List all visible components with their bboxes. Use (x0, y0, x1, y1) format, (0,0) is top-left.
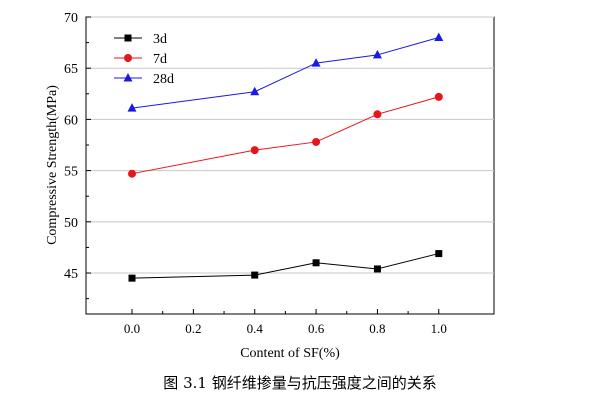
data-point (311, 58, 321, 67)
grid-lines (86, 16, 494, 274)
figure-caption: 图 3.1 钢纤维掺量与抗压强度之间的关系 (163, 374, 437, 392)
y-tick-label: 45 (64, 267, 78, 282)
x-tick-label: 0.6 (308, 321, 325, 336)
data-point (434, 92, 443, 101)
y-tick-label: 65 (64, 62, 78, 77)
plot-frame (85, 16, 495, 315)
series-3d (128, 250, 443, 282)
y-tick-label: 60 (64, 113, 78, 128)
y-tick-label: 50 (64, 216, 78, 231)
data-point (373, 265, 381, 273)
legend-item-28d: 28d (114, 72, 174, 87)
x-axis-label: Content of SF(%) (240, 346, 340, 361)
series-7d (128, 92, 443, 178)
x-tick-label: 0.0 (124, 321, 140, 336)
legend-marker (123, 73, 133, 82)
data-series (127, 32, 444, 282)
data-point (251, 271, 259, 279)
data-point (128, 169, 137, 178)
data-point (435, 250, 443, 258)
series-28d (127, 32, 444, 112)
data-point (127, 103, 137, 112)
y-axis-ticks: 45 50 55 60 65 70 (64, 11, 91, 300)
data-point (372, 49, 382, 59)
data-point (250, 86, 260, 96)
data-point (128, 274, 136, 282)
data-point (434, 32, 444, 41)
data-point (312, 259, 320, 267)
data-point (373, 110, 382, 119)
legend-label: 28d (153, 72, 174, 87)
x-axis-ticks: 0.0 0.2 0.4 0.6 0.8 1.0 (124, 309, 447, 336)
legend-item-3d: 3d (114, 32, 167, 47)
data-point (312, 137, 321, 146)
legend-marker (124, 54, 132, 62)
legend: 3d 7d 28d (114, 32, 174, 87)
legend-item-7d: 7d (114, 52, 167, 67)
y-tick-label: 55 (64, 165, 78, 180)
data-point (250, 146, 259, 155)
legend-label: 7d (153, 52, 167, 67)
x-tick-label: 0.2 (185, 321, 201, 336)
x-tick-label: 0.4 (247, 321, 264, 336)
legend-label: 3d (153, 32, 167, 47)
x-tick-label: 1.0 (431, 321, 447, 336)
x-tick-label: 0.8 (369, 321, 385, 336)
legend-marker (124, 34, 132, 42)
y-axis-label: Compressive Strength(MPa) (45, 85, 60, 245)
y-tick-label: 70 (64, 11, 78, 26)
